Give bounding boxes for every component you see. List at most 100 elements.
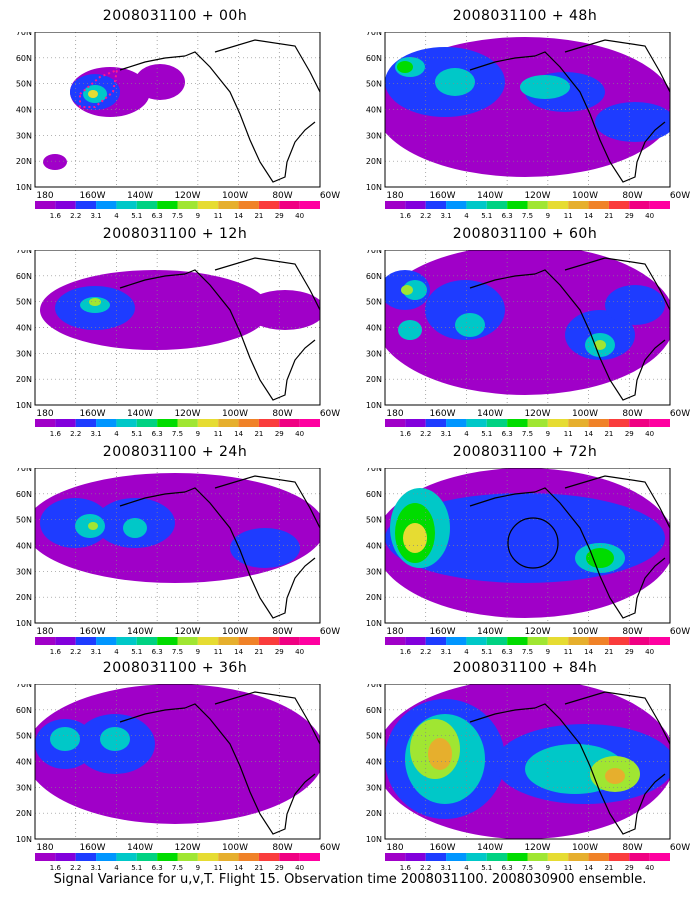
colorbar-swatch — [608, 419, 630, 427]
variance-map: 70N 60N 50N 40N 30N 20N 10N 180 160W 140W 120W 100W… — [16, 32, 340, 220]
colorbar-swatch — [446, 853, 467, 861]
colorbar-label: 4 — [464, 864, 469, 872]
variance-contour — [135, 64, 185, 100]
lon-tick-label: 180 — [386, 191, 403, 201]
colorbar-swatch — [425, 201, 447, 209]
lat-tick-label: 70N — [16, 32, 32, 37]
lat-tick-label: 20N — [16, 375, 32, 384]
lon-tick-label: 140W — [127, 843, 153, 853]
map-panel: 2008031100 + 12h 70N 60N 50N 40N 30N 20N 10N 180… — [5, 226, 345, 438]
colorbar-swatch — [96, 637, 117, 645]
colorbar-label: 7.5 — [172, 864, 183, 872]
colorbar-swatch — [466, 419, 487, 427]
variance-contour — [455, 313, 485, 337]
colorbar-label: 6.3 — [152, 864, 163, 872]
colorbar-swatch — [258, 201, 280, 209]
lat-tick-label: 20N — [16, 809, 32, 818]
lon-tick-label: 180 — [36, 409, 53, 419]
colorbar-swatch — [425, 853, 447, 861]
colorbar-swatch — [116, 853, 137, 861]
colorbar-swatch — [608, 201, 630, 209]
colorbar-swatch — [649, 201, 670, 209]
lon-tick-label: 100W — [222, 191, 248, 201]
colorbar-swatch — [507, 637, 528, 645]
colorbar-swatch — [466, 637, 487, 645]
colorbar-swatch — [157, 853, 178, 861]
colorbar-label: 14 — [584, 430, 593, 438]
colorbar-label: 29 — [275, 212, 284, 220]
colorbar-label: 2.2 — [70, 864, 81, 872]
variance-map: 70N 60N 50N 40N 30N 20N 10N 180 160W 140W 120W 100W… — [366, 468, 690, 656]
panel-title: 2008031100 + 12h — [102, 226, 248, 242]
colorbar-swatch — [608, 637, 630, 645]
colorbar-label: 4 — [464, 212, 469, 220]
colorbar-swatch — [568, 201, 589, 209]
colorbar-label: 2.2 — [70, 212, 81, 220]
colorbar-swatch — [136, 201, 158, 209]
variance-contour — [230, 528, 300, 568]
colorbar-label: 1.6 — [400, 648, 412, 656]
lon-tick-label: 140W — [477, 627, 503, 637]
colorbar-swatch — [96, 853, 117, 861]
colorbar-swatch — [568, 419, 589, 427]
colorbar-label: 9 — [546, 648, 550, 656]
lon-tick-label: 140W — [477, 191, 503, 201]
colorbar-label: 6.3 — [502, 212, 513, 220]
variance-contour — [88, 90, 98, 98]
lat-tick-label: 60N — [366, 706, 382, 715]
colorbar-label: 7.5 — [522, 212, 533, 220]
lon-tick-label: 100W — [572, 191, 598, 201]
colorbar-swatch — [385, 419, 406, 427]
colorbar-swatch — [405, 853, 426, 861]
colorbar-label: 1.6 — [50, 430, 62, 438]
colorbar-label: 9 — [196, 648, 200, 656]
lon-tick-label: 60W — [320, 191, 340, 201]
colorbar-swatch — [649, 419, 670, 427]
lon-tick-label: 100W — [222, 409, 248, 419]
lon-tick-label: 160W — [429, 191, 455, 201]
colorbar-swatch — [588, 419, 609, 427]
colorbar-label: 2.2 — [420, 430, 431, 438]
colorbar-label: 4 — [114, 212, 119, 220]
lat-tick-label: 30N — [366, 349, 382, 358]
variance-contour — [586, 548, 614, 568]
lat-tick-label: 40N — [366, 324, 382, 333]
variance-contour — [397, 61, 413, 73]
variance-contour — [605, 768, 625, 784]
lat-tick-label: 10N — [16, 401, 32, 410]
colorbar-label: 7.5 — [172, 648, 183, 656]
map-panel: 2008031100 + 60h 70N 60N 50N 40N 30N 20N 10N 180… — [355, 226, 695, 438]
colorbar-swatch — [238, 853, 259, 861]
lon-tick-label: 120W — [174, 191, 200, 201]
variance-map: 70N 60N 50N 40N 30N 20N 10N 180 160W 140W 120W 100W… — [366, 32, 690, 220]
lon-tick-label: 160W — [79, 843, 105, 853]
panel-title: 2008031100 + 24h — [102, 444, 248, 460]
lon-tick-label: 140W — [127, 627, 153, 637]
colorbar-label: 7.5 — [522, 648, 533, 656]
lon-tick-label: 120W — [524, 191, 550, 201]
lat-tick-label: 30N — [366, 131, 382, 140]
map-panel: 2008031100 + 84h 70N 60N 50N 40N 30N 20N 10N 180… — [355, 660, 695, 872]
colorbar-swatch — [629, 201, 650, 209]
colorbar-label: 11 — [564, 212, 573, 220]
colorbar-label: 5.1 — [481, 648, 492, 656]
variance-contour — [100, 727, 130, 751]
lon-tick-label: 80W — [622, 409, 642, 419]
colorbar-label: 5.1 — [131, 864, 142, 872]
colorbar-swatch — [385, 201, 406, 209]
lat-tick-label: 70N — [366, 684, 382, 689]
lat-tick-label: 40N — [16, 106, 32, 115]
colorbar-swatch — [116, 637, 137, 645]
lat-tick-label: 60N — [16, 54, 32, 63]
lat-tick-label: 20N — [366, 375, 382, 384]
map-panel: 2008031100 + 36h 70N 60N 50N 40N 30N 20N 10N 180… — [5, 660, 345, 872]
coastline — [119, 475, 320, 619]
lat-tick-label: 60N — [366, 490, 382, 499]
lon-tick-label: 60W — [670, 627, 690, 637]
colorbar-swatch — [177, 637, 198, 645]
colorbar-swatch — [258, 419, 280, 427]
lat-tick-label: 60N — [16, 490, 32, 499]
colorbar-swatch — [197, 419, 219, 427]
colorbar-swatch — [527, 853, 548, 861]
map-panel: 2008031100 + 72h 70N 60N 50N 40N 30N 20N 10N 180… — [355, 444, 695, 656]
